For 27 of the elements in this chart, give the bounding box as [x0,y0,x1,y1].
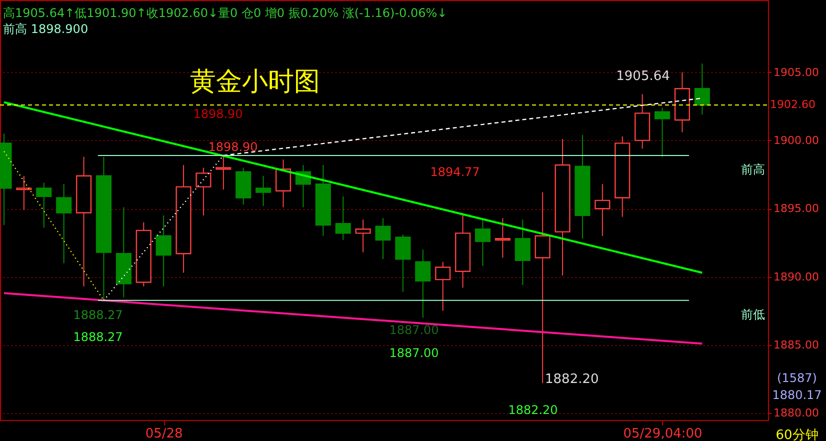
y-tick-label: 1880.00 [774,406,819,420]
text: 60分钟 [776,428,818,441]
annotation: 1888.27 [73,308,123,322]
y-tick-label: 1890.00 [774,270,819,284]
annotation: 1882.20 [545,372,599,387]
text: 1880.17 [772,388,822,402]
y-tick-label: 1885.00 [774,338,819,352]
annotation: 1898.90 [208,140,258,154]
y-tick-label: 1895.00 [774,202,819,216]
text: (1587) [777,371,817,385]
annotation: 1898.90 [193,107,243,121]
annotation: 1887.00 [389,323,439,337]
ref-line-label: 前低 [741,307,765,322]
annotation: 1894.77 [430,165,480,179]
annotation: 高1905.64↑低1901.90↑收1902.60↓量0 仓0 增0 振0.20% 涨(-1.16)-0.06%↓ [3,6,448,20]
x-tick-label: 05/29,04:00 [623,426,702,441]
annotation: 1905.64 [616,69,670,84]
x-tick-label: 05/28 [145,426,183,441]
y-tick-label: 1905.00 [774,66,819,79]
annotation: 1882.20 [508,403,558,417]
annotation: 1887.00 [389,346,439,360]
ref-line-label: 1902.60 [770,98,816,111]
text: 黄金小时图 [190,67,320,97]
annotation: 1888.27 [73,330,123,344]
ref-line-label: 前高 [741,162,765,176]
annotation: 前高 1898.900 [3,22,88,36]
y-tick-label: 1900.00 [774,134,819,147]
